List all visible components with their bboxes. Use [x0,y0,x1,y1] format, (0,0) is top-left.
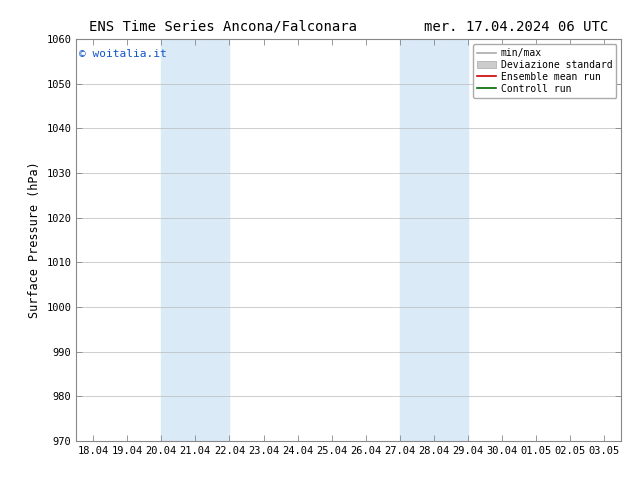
Legend: min/max, Deviazione standard, Ensemble mean run, Controll run: min/max, Deviazione standard, Ensemble m… [473,44,616,98]
Text: © woitalia.it: © woitalia.it [79,49,167,59]
Title: ENS Time Series Ancona/Falconara        mer. 17.04.2024 06 UTC: ENS Time Series Ancona/Falconara mer. 17… [89,20,609,34]
Y-axis label: Surface Pressure (hPa): Surface Pressure (hPa) [28,162,41,318]
Bar [400,39,468,441]
Bar [161,39,230,441]
